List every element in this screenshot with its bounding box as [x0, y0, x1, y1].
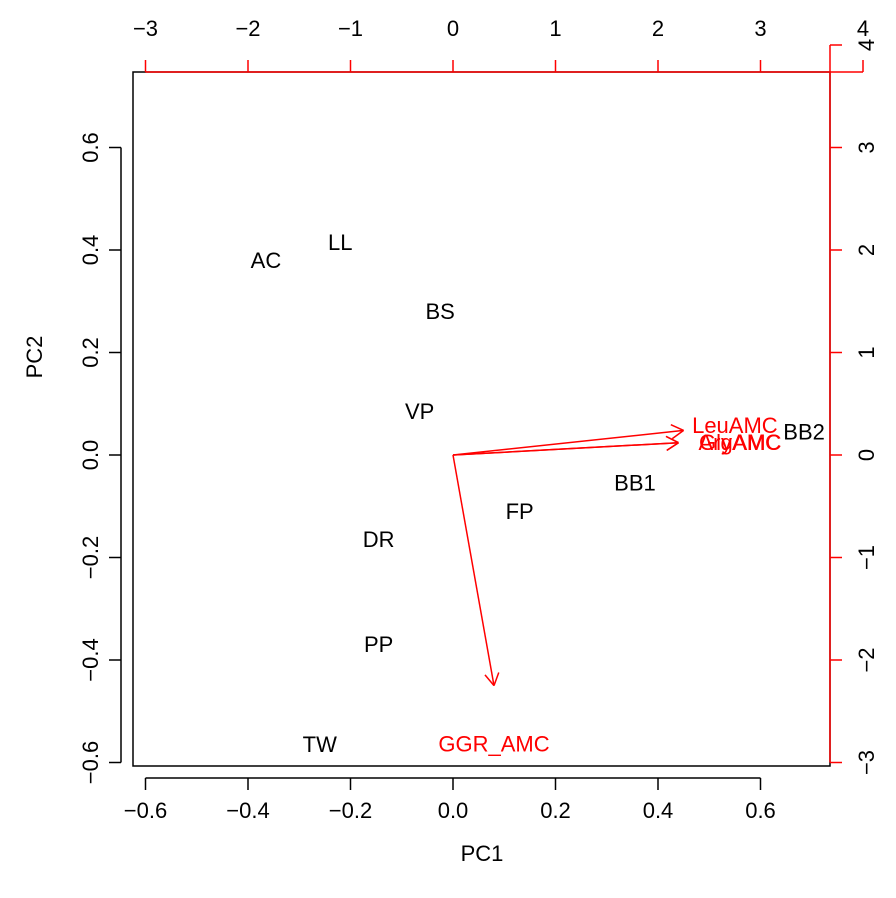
- right-tick-label: 2: [854, 244, 879, 256]
- top-tick-label: −3: [133, 16, 158, 41]
- x-tick-label: 0.6: [745, 798, 776, 823]
- x-tick-label: −0.4: [226, 798, 269, 823]
- observation-label: FP: [506, 499, 534, 524]
- x-tick-label: −0.2: [329, 798, 372, 823]
- right-axis: −3 −2 −1 0 1 2 3 4: [829, 39, 879, 775]
- observation-label: TW: [303, 732, 337, 757]
- variable-label: ArgAMC: [698, 430, 781, 455]
- right-tick-label: −3: [854, 750, 879, 775]
- observation-label: VP: [405, 399, 434, 424]
- variable-label: GlyAMC: [699, 430, 781, 455]
- y-tick-label: 0.4: [78, 235, 103, 266]
- x-tick-label: 0.0: [438, 798, 469, 823]
- loading-arrow: [452, 454, 495, 686]
- observation-label: AC: [251, 248, 282, 273]
- left-axis: −0.6 −0.4 −0.2 0.0 0.2 0.4 0.6: [78, 132, 122, 784]
- top-tick-label: 0: [447, 16, 459, 41]
- observation-label: BS: [426, 299, 455, 324]
- variable-label: GGR_AMC: [438, 732, 549, 757]
- arrow-head: [671, 429, 685, 440]
- variable-label: LeuAMC: [692, 413, 778, 438]
- y-tick-label: −0.6: [78, 741, 103, 784]
- right-tick-label: 1: [854, 346, 879, 358]
- arrow-head: [666, 442, 679, 451]
- observation-label: LL: [328, 230, 352, 255]
- top-tick-label: −2: [235, 16, 260, 41]
- top-tick-label: 1: [549, 16, 561, 41]
- y-tick-label: 0.2: [78, 337, 103, 368]
- y-axis-title: PC2: [22, 336, 47, 379]
- x-tick-label: 0.4: [643, 798, 674, 823]
- x-tick-label: 0.2: [540, 798, 571, 823]
- y-tick-label: −0.2: [78, 536, 103, 579]
- y-tick-label: −0.4: [78, 638, 103, 681]
- right-tick-label: −1: [854, 545, 879, 570]
- observation-label: BB2: [783, 419, 825, 444]
- top-tick-label: 4: [857, 16, 869, 41]
- top-axis: −3 −2 −1 0 1 2 3 4: [133, 16, 869, 73]
- y-tick-label: 0.0: [78, 440, 103, 471]
- bottom-axis: −0.6 −0.4 −0.2 0.0 0.2 0.4 0.6: [124, 777, 776, 823]
- right-tick-label: 3: [854, 141, 879, 153]
- right-tick-label: 4: [854, 39, 879, 51]
- observation-label: PP: [364, 632, 393, 657]
- x-axis-title: PC1: [461, 841, 504, 866]
- top-tick-label: 3: [754, 16, 766, 41]
- x-tick-label: −0.6: [124, 798, 167, 823]
- observation-labels: AC LL BS VP BB2 BB1 FP DR PP TW: [251, 230, 825, 757]
- arrow-head: [665, 435, 679, 444]
- arrow-head: [484, 674, 495, 687]
- arrow-head: [493, 672, 500, 686]
- y-tick-label: 0.6: [78, 132, 103, 163]
- loading-arrow: [452, 429, 684, 456]
- top-tick-label: 2: [652, 16, 664, 41]
- loading-arrow: [452, 441, 679, 456]
- right-tick-label: −2: [854, 647, 879, 672]
- right-tick-label: 0: [854, 449, 879, 461]
- arrow-head: [670, 424, 684, 432]
- top-tick-label: −1: [338, 16, 363, 41]
- observation-label: DR: [363, 527, 395, 552]
- observation-label: BB1: [614, 471, 656, 496]
